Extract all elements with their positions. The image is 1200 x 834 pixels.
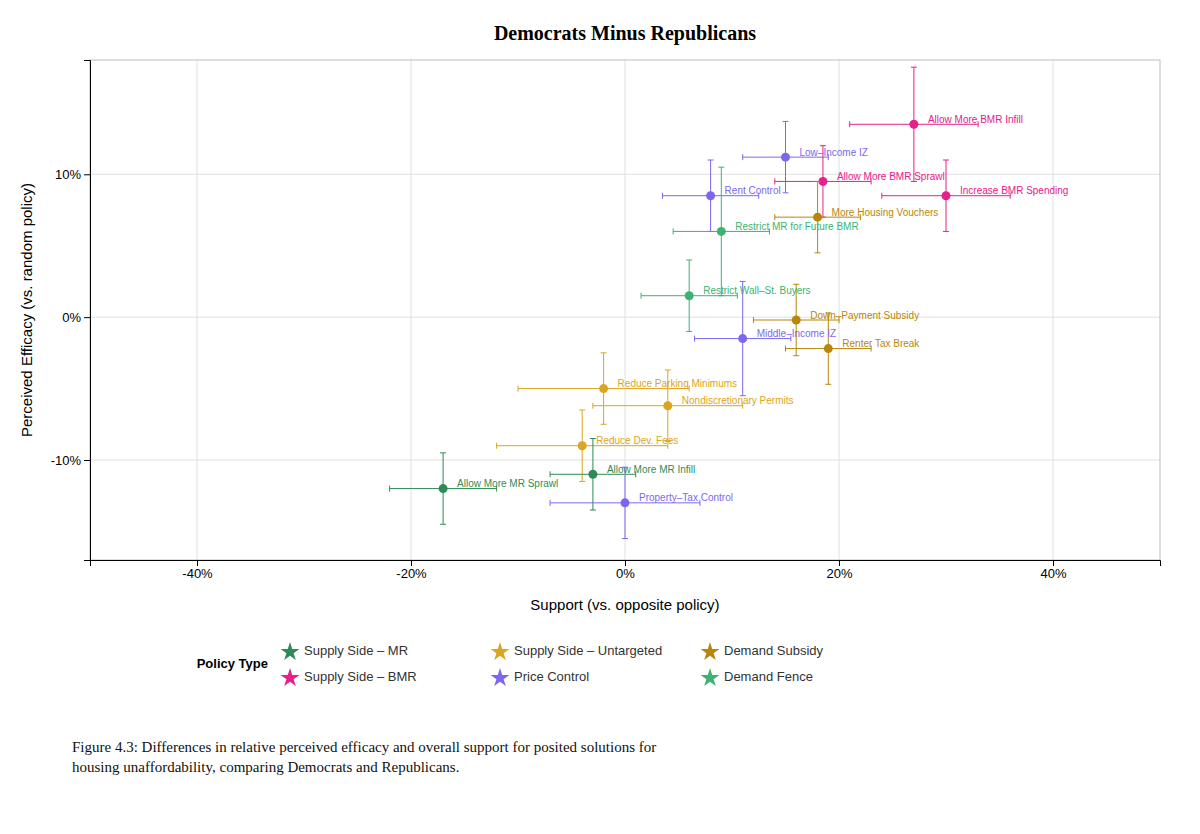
point (717, 227, 726, 236)
point (685, 291, 694, 300)
y-tick: 0% (62, 310, 90, 325)
point (792, 316, 801, 325)
y-tick-mark (84, 174, 90, 175)
x-tick-mark (1053, 560, 1054, 566)
x-tick-mark (411, 560, 412, 566)
legend-label: Supply Side – BMR (304, 669, 417, 684)
point-label: Rent Control (725, 185, 781, 196)
x-tick-mark (197, 560, 198, 566)
y-tick-label: 10% (55, 167, 81, 182)
points (390, 67, 1011, 538)
plot-frame (90, 60, 1160, 560)
point (738, 334, 747, 343)
x-tick-mark (625, 560, 626, 566)
grid-line-y (90, 317, 1160, 318)
point (588, 470, 597, 479)
x-tick: -40% (182, 560, 213, 581)
y-axis-title: Perceived Efficacy (vs. random policy) (18, 183, 35, 437)
y-axis-line (84, 61, 91, 561)
x-tick-mark (839, 560, 840, 566)
x-tick-label: -20% (396, 566, 427, 581)
point-label: Restrict MR for Future BMR (735, 221, 858, 232)
point-label: Reduce Parking Minimums (618, 378, 738, 389)
point (909, 120, 918, 129)
point (781, 153, 790, 162)
point-labels: Allow More BMR Infill Low–Income IZ Allow … (457, 114, 1068, 504)
point (663, 401, 672, 410)
legend-marker (701, 642, 720, 660)
point (439, 484, 448, 493)
point-label: Middle–Income IZ (757, 328, 836, 339)
point-label: Property–Tax Control (639, 492, 733, 503)
x-axis: -40% -20% 0% 20% 40% (91, 560, 1161, 581)
y-tick-mark (84, 460, 90, 461)
point (706, 191, 715, 200)
x-tick: 20% (826, 560, 852, 581)
grid-line-x (1053, 60, 1054, 560)
point-label: Restrict Wall–St. Buyers (703, 285, 810, 296)
y-axis: -10% 0% 10% (51, 61, 91, 561)
point-label: Allow More BMR Sprawl (837, 171, 945, 182)
y-tick: -10% (51, 453, 90, 468)
grid (90, 60, 1160, 560)
y-tick-label: 0% (62, 310, 81, 325)
legend-label: Supply Side – MR (304, 643, 408, 658)
grid-line-x (197, 60, 198, 560)
legend-marker (281, 642, 300, 660)
x-tick-label: 20% (826, 566, 852, 581)
x-axis-line (91, 561, 1161, 567)
plot-area: -40% -20% 0% 20% 40% -10% 0% 10% Allow More BMR … (51, 60, 1161, 581)
point-label: Allow More MR Infill (607, 464, 695, 475)
x-tick-label: 40% (1040, 566, 1066, 581)
legend-label: Demand Fence (724, 669, 813, 684)
x-tick-label: -40% (182, 566, 213, 581)
point (578, 441, 587, 450)
point (942, 191, 951, 200)
point-label: Allow More BMR Infill (928, 114, 1023, 125)
legend-marker (701, 668, 720, 686)
point-label: Increase BMR Spending (960, 185, 1068, 196)
legend: Policy Type Supply Side – MR Supply Side –… (197, 642, 824, 686)
y-tick-mark (84, 317, 90, 318)
legend-title: Policy Type (197, 656, 268, 671)
point-label: Allow More MR Sprawl (457, 478, 558, 489)
title: Democrats Minus Republicans (494, 22, 756, 45)
point-label: Reduce Dev. Fees (596, 435, 678, 446)
x-axis-title: Support (vs. opposite policy) (530, 596, 719, 613)
point-label: More Housing Vouchers (832, 207, 939, 218)
point (824, 344, 833, 353)
legend-label: Price Control (514, 669, 589, 684)
legend-label: Demand Subsidy (724, 643, 823, 658)
legend-marker (281, 668, 300, 686)
chart: -40% -20% 0% 20% 40% -10% 0% 10% Allow More BMR … (0, 0, 1200, 834)
x-tick-label: 0% (616, 566, 635, 581)
point-label: Down–Payment Subsidy (810, 310, 919, 321)
point-label: Renter Tax Break (842, 338, 920, 349)
legend-label: Supply Side – Untargeted (514, 643, 662, 658)
legend-marker (491, 668, 510, 686)
point (621, 498, 630, 507)
x-tick: 0% (616, 560, 635, 581)
caption: Figure 4.3: Differences in relative perc… (72, 739, 656, 775)
legend-marker (491, 642, 510, 660)
point-label: Nondiscretionary Permits (682, 395, 794, 406)
y-tick-label: -10% (51, 453, 82, 468)
grid-line-y (90, 174, 1160, 175)
grid-line-x (411, 60, 412, 560)
x-tick: -20% (396, 560, 427, 581)
point-label: Low–Income IZ (800, 147, 868, 158)
x-tick: 40% (1040, 560, 1066, 581)
y-tick: 10% (55, 167, 90, 182)
point (599, 384, 608, 393)
grid-line-y (90, 460, 1160, 461)
